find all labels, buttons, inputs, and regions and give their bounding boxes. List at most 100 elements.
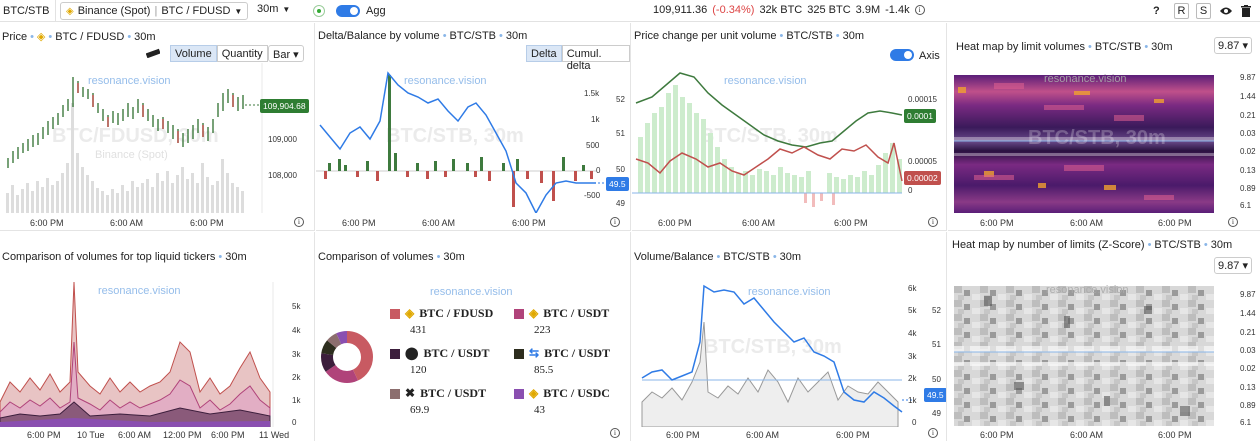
help-button[interactable]: ? [1153, 5, 1160, 17]
y-tick: 49 [932, 409, 941, 418]
trash-icon[interactable] [1241, 3, 1251, 19]
scale-select[interactable]: 9.87 ▾ [1214, 37, 1252, 54]
y-tick: 49 [616, 199, 625, 208]
watermark: resonance.vision [430, 286, 513, 298]
scale-select[interactable]: 9.87 ▾ [1214, 257, 1252, 274]
x-tick: 6:00 PM [190, 218, 224, 228]
y-tick: 0.02 [1240, 147, 1256, 156]
y-tick: 52 [932, 306, 941, 315]
eye-icon[interactable] [1219, 3, 1233, 19]
timeframe-select[interactable]: 30m ▼ [257, 3, 290, 15]
y-tick: 4k [292, 326, 301, 335]
x-tick: 6:00 AM [110, 218, 144, 228]
x-tick: 6:00 PM [342, 218, 376, 228]
watermark: resonance.vision [404, 75, 487, 87]
y-tick: 1.44 [1240, 309, 1256, 318]
y-tick: 3k [292, 350, 301, 359]
watermark: resonance.vision [1044, 73, 1127, 85]
sub-watermark: Binance (Spot) [95, 149, 168, 161]
volume-balance-chart [641, 284, 914, 427]
symbol-label[interactable]: BTC/STB [3, 5, 50, 17]
big-watermark: BTC/STB, 30m [1028, 127, 1166, 149]
x-tick: 6:00 PM [30, 218, 64, 228]
delta-button[interactable]: Delta [526, 45, 562, 62]
x-tick: 6:00 PM [27, 430, 61, 440]
top-toolbar: BTC/STB ◈ Binance (Spot) | BTC / FDUSD ▼… [0, 0, 1260, 22]
watermark: resonance.vision [748, 286, 831, 298]
panel-title: Volume/Balance • BTC/STB • 30m [634, 251, 802, 263]
legend-value: 120 [410, 364, 427, 376]
exchange-select[interactable]: ◈ Binance (Spot) | BTC / FDUSD ▼ [60, 2, 249, 20]
pair-label: BTC / FDUSD [161, 5, 231, 17]
legend-value: 69.9 [410, 404, 430, 416]
y-tick: 0 [908, 186, 913, 195]
x-tick: 6:00 AM [1070, 218, 1104, 228]
delta-value: -1.4k [885, 4, 910, 16]
chart-type-select[interactable]: Bar ▾ [268, 45, 304, 62]
y-tick: 0.03 [1240, 346, 1256, 355]
x-tick: 6:00 PM [836, 430, 870, 440]
legend-item: ◈ BTC / USDC [514, 386, 610, 401]
y-tick: 0 [292, 418, 297, 427]
pcuv-panel: Price change per unit volume • BTC/STB • 30m… [632, 23, 947, 231]
x-tick: 6:00 PM [512, 218, 546, 228]
volume-button[interactable]: Volume [170, 45, 217, 62]
y-tick: 1.44 [1240, 92, 1256, 101]
heatmap-zscore [954, 286, 1214, 426]
last-red-tag: 0.00002 [904, 171, 941, 185]
y-tick: 6.1 [1240, 201, 1252, 210]
y-tick: 50 [616, 165, 625, 174]
x-tick: 10 Tue [77, 430, 105, 440]
binance-icon: ◈ [529, 386, 539, 400]
info-icon[interactable]: i [294, 217, 304, 227]
heatmap-zscore-panel: Heat map by number of limits (Z-Score) • B… [948, 232, 1260, 441]
y-tick: 50 [932, 375, 941, 384]
reset-button[interactable]: R [1174, 3, 1189, 19]
volume-comparison-panel: Comparison of volumes • 30m resonance.visi… [316, 232, 631, 441]
quantity-button[interactable]: Quantity [216, 45, 268, 62]
x-tick: 6:00 PM [834, 218, 868, 228]
y-tick: 0 [596, 166, 601, 175]
y-tick: 0.13 [1240, 383, 1256, 392]
y-tick: 1.5k [584, 89, 600, 98]
y-tick: 52 [616, 95, 625, 104]
y-tick: 0.89 [1240, 184, 1256, 193]
y-tick: -500 [584, 191, 601, 200]
x-tick: 6:00 AM [1070, 430, 1104, 440]
y-tick: 2k [292, 373, 301, 382]
info-icon[interactable]: i [928, 217, 938, 227]
chevron-down-icon: ▼ [282, 4, 291, 14]
x-tick: 6:00 PM [666, 430, 700, 440]
y-tick: 5k [292, 302, 301, 311]
exchange-icon: ⬤ [405, 346, 419, 360]
y-tick: 109,000 [268, 135, 297, 144]
legend-item: ◈ BTC / FDUSD [390, 306, 493, 321]
info-icon[interactable]: i [610, 217, 620, 227]
exchange-icon: ⇆ [529, 346, 540, 360]
settings-button[interactable]: S [1196, 3, 1211, 19]
axis-toggle[interactable] [890, 49, 914, 61]
price-candles [7, 77, 244, 168]
agg-toggle[interactable] [336, 5, 360, 17]
big-watermark: BTC/FDUSD, 30m [52, 125, 219, 147]
info-icon[interactable]: i [1228, 217, 1238, 227]
info-icon[interactable]: i [928, 428, 938, 438]
y-tick: 1k [908, 396, 917, 405]
big-watermark: BTC/STB, 30m [386, 125, 524, 147]
ruler-icon[interactable] [145, 48, 161, 61]
y-tick: 9.87 [1240, 290, 1256, 299]
legend-value: 85.5 [534, 364, 554, 376]
live-status-icon[interactable] [313, 5, 325, 17]
x-tick: 6:00 AM [422, 218, 456, 228]
binance-icon: ◈ [405, 306, 415, 320]
legend-item: ✖ BTC / USDT [390, 386, 486, 401]
y-tick: 0.02 [1240, 364, 1256, 373]
info-icon[interactable]: i [914, 5, 925, 15]
x-tick: 6:00 AM [742, 218, 776, 228]
cumul-delta-button[interactable]: Cumul. delta [561, 45, 630, 72]
y-tick: 0.00015 [908, 95, 937, 104]
info-icon[interactable]: i [610, 428, 620, 438]
y-tick: 51 [616, 129, 625, 138]
change-value: (-0.34%) [712, 4, 755, 16]
watermark: resonance.vision [724, 75, 807, 87]
